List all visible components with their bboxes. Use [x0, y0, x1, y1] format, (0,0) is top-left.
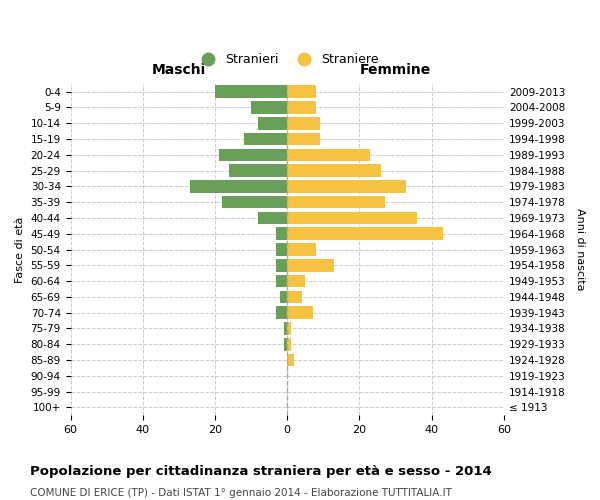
Bar [277, 228, 287, 240]
Bar [215, 86, 287, 98]
Bar [287, 86, 316, 98]
Bar [287, 243, 316, 256]
Bar [287, 306, 313, 319]
Bar [287, 132, 320, 145]
Bar [222, 196, 287, 208]
Y-axis label: Anni di nascita: Anni di nascita [575, 208, 585, 291]
Text: Femmine: Femmine [360, 63, 431, 77]
Text: Popolazione per cittadinanza straniera per età e sesso - 2014: Popolazione per cittadinanza straniera p… [30, 465, 492, 478]
Bar [280, 290, 287, 303]
Bar [277, 243, 287, 256]
Bar [287, 259, 334, 272]
Bar [287, 322, 291, 335]
Bar [287, 148, 370, 161]
Bar [244, 132, 287, 145]
Bar [287, 290, 302, 303]
Y-axis label: Fasce di età: Fasce di età [15, 216, 25, 282]
Bar [284, 322, 287, 335]
Bar [287, 180, 406, 192]
Bar [287, 275, 305, 287]
Bar [190, 180, 287, 192]
Bar [218, 148, 287, 161]
Bar [259, 212, 287, 224]
Bar [277, 306, 287, 319]
Bar [287, 101, 316, 114]
Text: COMUNE DI ERICE (TP) - Dati ISTAT 1° gennaio 2014 - Elaborazione TUTTITALIA.IT: COMUNE DI ERICE (TP) - Dati ISTAT 1° gen… [30, 488, 452, 498]
Bar [287, 212, 417, 224]
Bar [287, 338, 291, 350]
Bar [287, 117, 320, 130]
Text: Maschi: Maschi [152, 63, 206, 77]
Bar [287, 354, 295, 366]
Bar [287, 164, 381, 177]
Bar [287, 228, 443, 240]
Bar [277, 259, 287, 272]
Bar [277, 275, 287, 287]
Bar [287, 196, 385, 208]
Bar [259, 117, 287, 130]
Bar [284, 338, 287, 350]
Bar [251, 101, 287, 114]
Bar [229, 164, 287, 177]
Legend: Stranieri, Straniere: Stranieri, Straniere [189, 47, 385, 72]
